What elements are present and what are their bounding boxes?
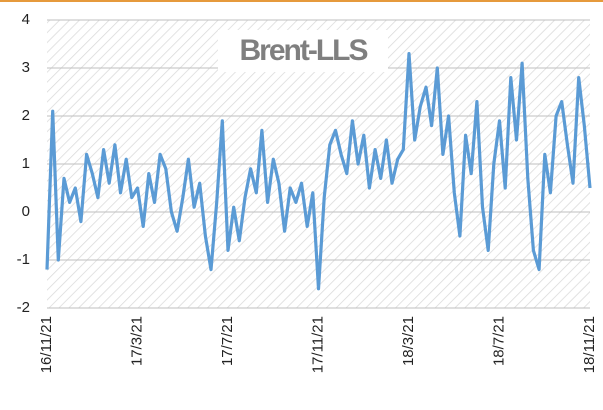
x-tick-label: 17/11/21 xyxy=(309,316,326,373)
chart-title: Brent-LLS xyxy=(240,34,368,67)
y-tick-label: -2 xyxy=(17,299,30,316)
x-tick-label: 17/3/21 xyxy=(128,316,145,366)
y-tick-label: 4 xyxy=(22,11,30,28)
x-tick-label: 16/11/21 xyxy=(38,316,55,373)
x-tick-label: 17/7/21 xyxy=(219,316,236,366)
y-tick-label: 3 xyxy=(22,59,30,76)
series-line xyxy=(45,52,592,291)
x-tick-label: 18/7/21 xyxy=(490,316,507,366)
x-tick-label: 18/11/21 xyxy=(581,316,598,373)
y-tick-label: 2 xyxy=(22,107,30,124)
y-tick-label: 0 xyxy=(22,203,30,220)
x-tick-label: 18/3/21 xyxy=(400,316,417,366)
title-box xyxy=(218,30,388,72)
y-tick-label: -1 xyxy=(17,251,30,268)
y-tick-label: 1 xyxy=(22,155,30,172)
